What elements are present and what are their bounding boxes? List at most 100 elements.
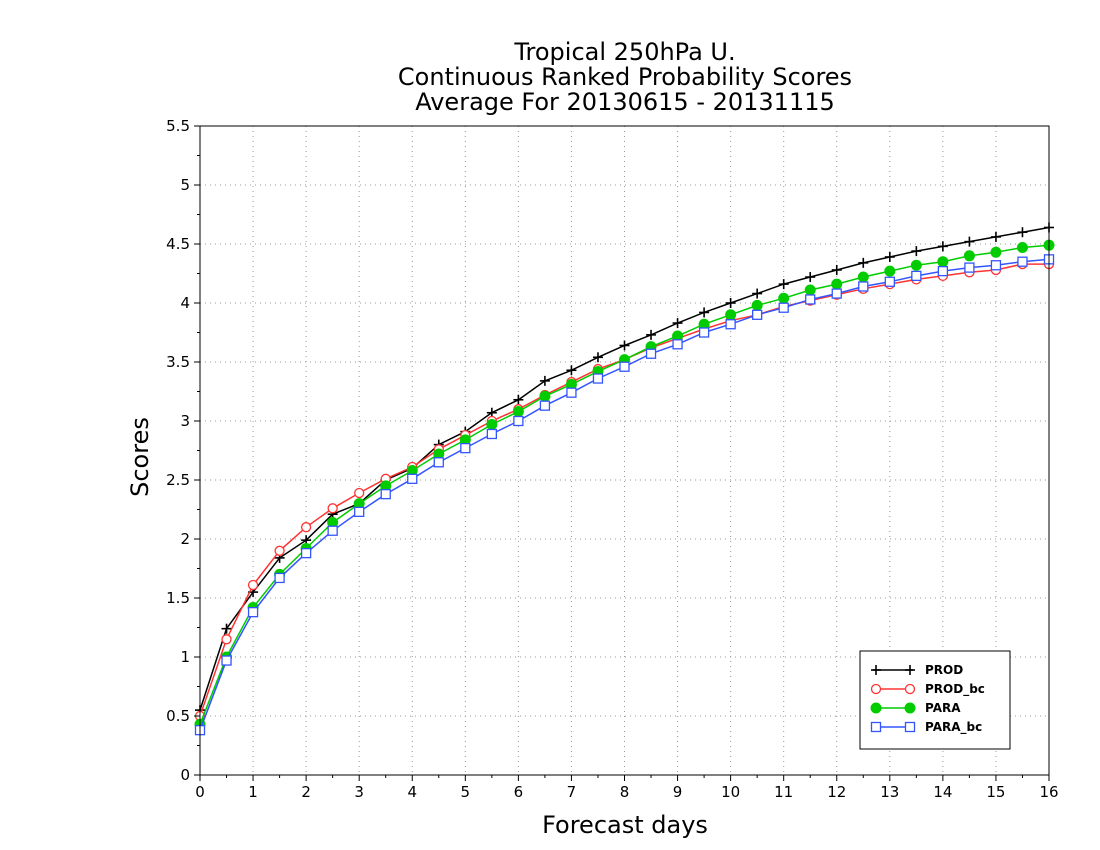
data-point [592,373,604,384]
data-point [354,487,365,499]
data-point [725,319,736,330]
data-point [221,634,232,645]
legend-box [859,650,1011,750]
data-point [274,572,285,584]
legend-marker [905,665,915,675]
data-point [407,473,418,484]
x-tick-label: 0 [195,783,205,801]
y-tick-label: 0 [180,766,190,784]
x-axis-ticks: 0 1 2 3 4 5 6 7 8 9 10 11 12 13 14 15 16 [195,775,1059,801]
data-point [566,365,577,376]
data-point [592,352,603,363]
y-tick-label: 3 [180,412,190,430]
data-point [990,260,1002,271]
data-point [566,387,577,398]
series-line [199,226,1050,711]
data-point [221,623,232,634]
data-point [858,281,869,292]
data-point [911,246,922,257]
y-axis-ticks: 0 0.5 1 1.5 2 2.5 3 3.5 4 4.5 5 5.5 [166,117,200,784]
data-point [247,607,259,618]
series-lines [194,222,1055,736]
data-point [937,256,949,268]
data-point [1017,256,1028,267]
data-point [911,270,922,282]
data-point [539,375,550,386]
data-point [354,506,365,518]
y-tick-label: 3.5 [166,353,190,371]
data-point [778,292,790,304]
y-tick-label: 5 [180,176,190,194]
x-tick-label: 15 [986,783,1005,801]
y-axis-label: Scores [126,417,154,497]
legend-marker [870,683,882,695]
data-point [990,231,1001,242]
legend-entry: PROD [871,663,963,677]
data-point [963,250,975,262]
data-point [646,329,657,340]
data-point [831,264,842,275]
x-tick-label: 6 [514,783,524,801]
x-tick-label: 10 [721,783,740,801]
data-point [486,419,498,431]
y-tick-label: 2 [180,530,190,548]
legend-marker [904,702,916,714]
data-point [884,265,896,277]
data-point [805,272,816,283]
legend-marker [871,665,881,675]
x-tick-label: 4 [407,783,417,801]
legend-marker [870,721,882,733]
data-point [964,262,975,273]
data-point [274,545,285,556]
x-tick-label: 7 [567,783,577,801]
data-point [831,288,842,299]
chart-title-line-2: Continuous Ranked Probability Scores [398,63,852,91]
x-tick-label: 13 [880,783,899,801]
data-point [300,548,312,559]
data-point [857,271,869,283]
legend-entry: PARA_bc [870,720,982,735]
legend-marker [870,702,882,714]
data-point [460,442,471,454]
x-tick-label: 2 [301,783,311,801]
x-tick-label: 9 [673,783,683,801]
data-point [1017,227,1028,238]
legend-entry: PROD_bc [870,682,985,697]
data-point [1016,242,1028,254]
data-point [327,525,338,536]
y-tick-label: 2.5 [166,471,190,489]
data-point [831,278,843,290]
data-point [990,246,1002,258]
data-point [300,522,312,533]
data-point [699,307,710,318]
x-tick-label: 12 [827,783,846,801]
x-tick-label: 16 [1039,783,1058,801]
legend-label: PARA [925,701,961,715]
y-tick-label: 1.5 [166,589,190,607]
data-point [539,390,551,402]
data-point [725,298,736,308]
data-point [805,294,816,305]
chart-title-line-1: Tropical 250hPa U. [513,38,735,66]
data-point [937,265,949,277]
data-point [884,276,895,287]
x-tick-label: 14 [933,783,952,801]
legend: PROD PROD_bc PARA PARA_bc [859,650,1011,750]
data-point [698,327,710,338]
data-point [327,503,338,514]
data-point [725,309,737,321]
data-point [380,489,391,500]
data-point [804,284,816,296]
series-para-bc [194,254,1055,736]
data-point [672,339,683,350]
data-point [247,579,259,591]
x-tick-label: 3 [354,783,364,801]
data-point [672,318,683,329]
data-point [513,394,524,405]
y-tick-label: 1 [180,648,190,666]
legend-marker [904,721,916,733]
y-tick-label: 0.5 [166,707,190,725]
data-point [486,428,497,440]
x-tick-label: 11 [774,783,793,801]
legend-marker [904,683,916,695]
